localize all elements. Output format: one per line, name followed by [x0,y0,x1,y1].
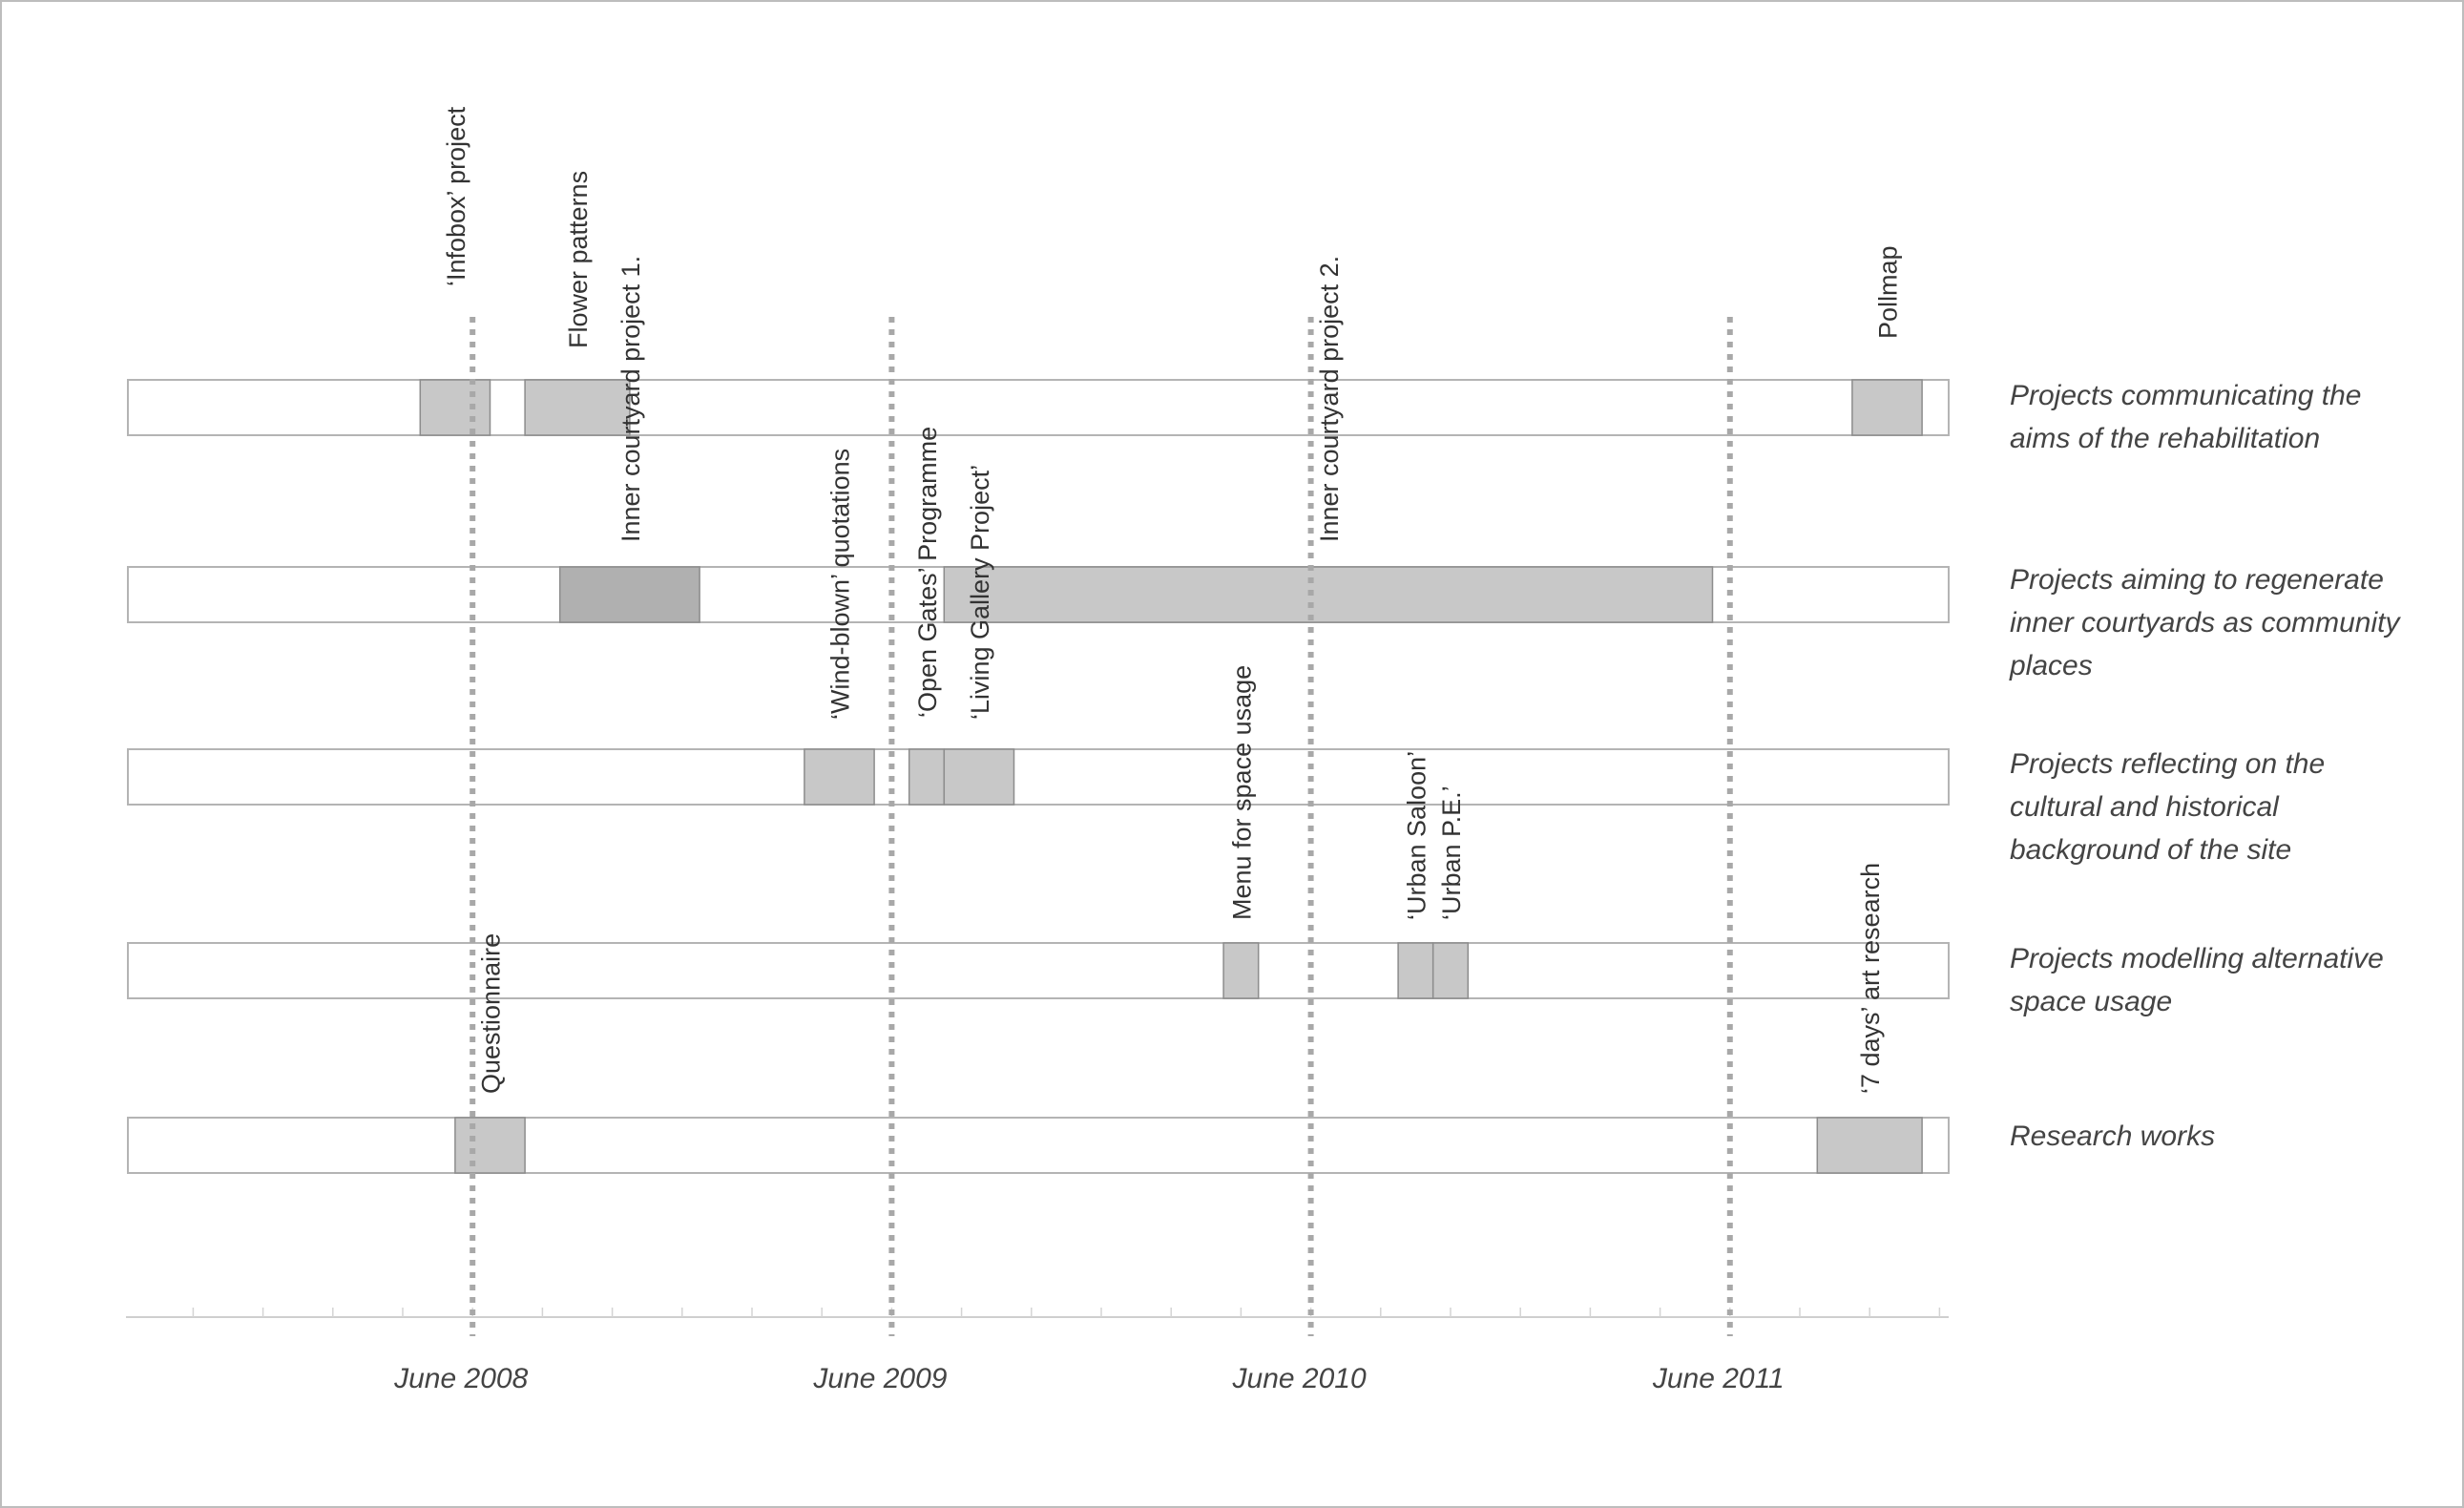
axis-tick-label: June 2011 [1652,1363,1785,1394]
row-track [127,379,1950,436]
project-label: Inner courtyard project 1. [616,256,645,542]
project-bar [1816,1117,1923,1174]
row-track [127,1117,1950,1174]
project-bar [1431,942,1470,999]
project-bar [454,1117,526,1174]
category-label-line: cultural and historical [2010,791,2280,823]
category-label-line: places [2009,650,2093,681]
project-label: ‘Infobox’ project [442,106,470,286]
project-bar [943,748,1015,806]
project-label: ‘Urban Saloon’ [1402,751,1430,920]
project-label: Flower patterns [564,171,593,348]
row-tracks [127,379,1950,1174]
project-bar [943,566,1714,623]
project-label: Menu for space usage [1227,665,1256,920]
category-label-line: aims of the rehabilitation [2010,423,2320,454]
axis-tick-label: June 2009 [812,1363,947,1394]
project-bar [908,748,946,806]
category-label-line: background of the site [2010,834,2291,866]
row-track [127,748,1950,806]
time-axis: June 2008 June 2009 June 2010 June 2011 [126,1308,1949,1394]
category-label-line: Projects communicating the [2010,380,2362,411]
project-label: Inner courtyard project 2. [1315,256,1344,542]
category-label-line: inner courtyards as community [2010,607,2401,639]
category-label-line: Projects reflecting on the [2010,748,2325,780]
category-label-line: Projects aiming to regenerate [2010,564,2384,596]
axis-tick-label: June 2010 [1232,1363,1367,1394]
project-bar [419,379,491,436]
year-gridlines [470,317,1733,1336]
axis-tick-label: June 2008 [393,1363,528,1394]
project-labels: ‘Infobox’ project Flower patterns Pollmap I… [442,106,1903,1094]
project-label: ‘7 days’ art research [1856,863,1885,1094]
project-label: ‘Wind-blown’ quotations [826,449,855,720]
row-track [127,942,1950,999]
project-label: ‘Urban P.E.’ [1437,785,1466,920]
category-labels: Projects communicating the aims of the re… [2009,380,2401,1152]
project-label: ‘Open Gates’ Programme [913,427,942,718]
project-bar [524,379,631,436]
project-label: Questionnaire [477,933,506,1094]
project-bar [1851,379,1923,436]
category-label-line: Projects modelling alternative [2010,943,2384,974]
project-bar [1397,942,1434,999]
project-bar [804,748,875,806]
project-bar [1222,942,1260,999]
category-label-line: Research works [2010,1121,2215,1152]
project-label: ‘Living Gallery Project’ [966,465,994,720]
category-label-line: space usage [2010,986,2172,1017]
project-bar [558,566,700,623]
project-label: Pollmap [1874,245,1903,339]
